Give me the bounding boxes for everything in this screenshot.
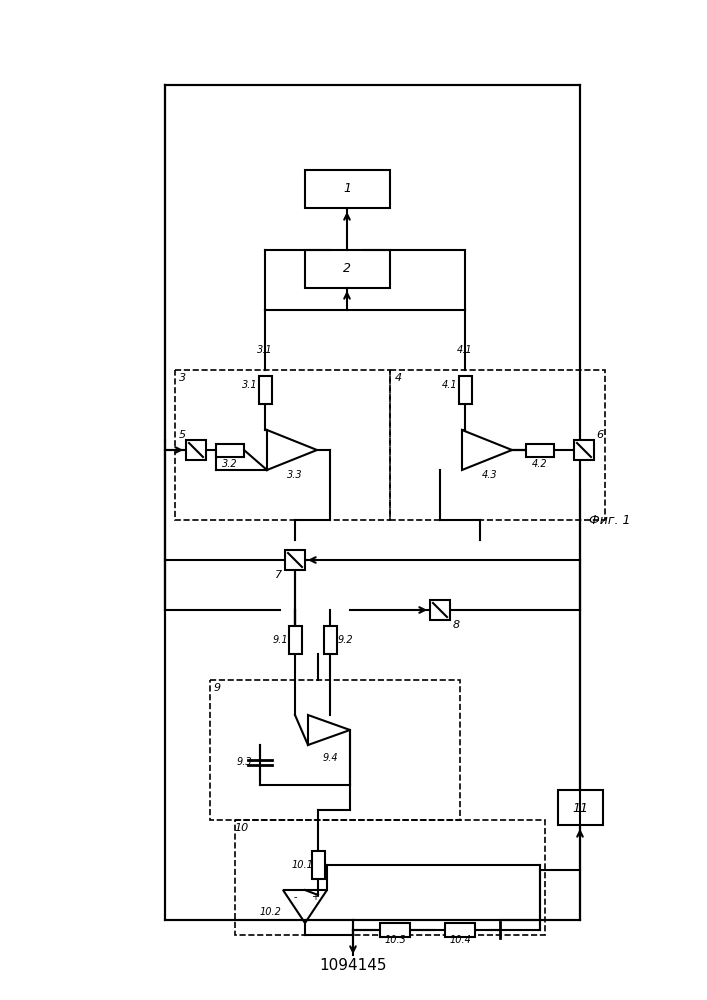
Text: 4.1: 4.1 <box>457 345 473 355</box>
Text: 9.2: 9.2 <box>337 635 353 645</box>
Text: 9.4: 9.4 <box>322 753 338 763</box>
Bar <box>175 370 390 520</box>
Bar <box>305 170 390 208</box>
Bar <box>305 250 390 288</box>
Bar <box>259 376 271 404</box>
Bar <box>445 923 475 937</box>
Bar <box>324 626 337 654</box>
Text: 9.3: 9.3 <box>236 757 252 767</box>
Text: 11: 11 <box>572 802 588 814</box>
Text: 8: 8 <box>452 620 460 630</box>
Text: 4.1: 4.1 <box>442 380 458 390</box>
Bar <box>430 600 450 620</box>
Bar <box>526 444 554 456</box>
Bar <box>235 820 545 935</box>
Text: 9.1: 9.1 <box>272 635 288 645</box>
Bar <box>186 440 206 460</box>
Text: 10.1: 10.1 <box>291 860 313 870</box>
Text: 1: 1 <box>343 182 351 196</box>
Text: 10.2: 10.2 <box>259 907 281 917</box>
Bar <box>390 370 605 520</box>
Bar <box>574 440 594 460</box>
Text: 3.2: 3.2 <box>222 459 238 469</box>
Text: 9: 9 <box>214 683 221 693</box>
Text: 10.4: 10.4 <box>449 935 471 945</box>
Bar <box>216 444 244 456</box>
Text: 4: 4 <box>395 373 402 383</box>
Text: 2: 2 <box>343 262 351 275</box>
Bar <box>380 923 410 937</box>
Text: 3: 3 <box>180 373 187 383</box>
Text: +: + <box>311 892 319 902</box>
Bar <box>558 790 603 825</box>
Text: 3.1: 3.1 <box>243 380 258 390</box>
Bar <box>288 626 301 654</box>
Text: Фиг. 1: Фиг. 1 <box>589 514 631 526</box>
Bar <box>312 851 325 879</box>
Text: 1094145: 1094145 <box>320 958 387 972</box>
Text: 10.3: 10.3 <box>384 935 406 945</box>
Text: 7: 7 <box>276 570 283 580</box>
Text: 4.3: 4.3 <box>482 470 498 480</box>
Text: 6: 6 <box>597 430 604 440</box>
Text: 3.1: 3.1 <box>257 345 273 355</box>
Text: 5: 5 <box>178 430 185 440</box>
Bar <box>285 550 305 570</box>
Text: -: - <box>293 892 297 902</box>
Bar <box>210 680 460 820</box>
Bar <box>459 376 472 404</box>
Text: 3.3: 3.3 <box>287 470 303 480</box>
Text: 4.2: 4.2 <box>532 459 548 469</box>
Text: 10: 10 <box>235 823 249 833</box>
